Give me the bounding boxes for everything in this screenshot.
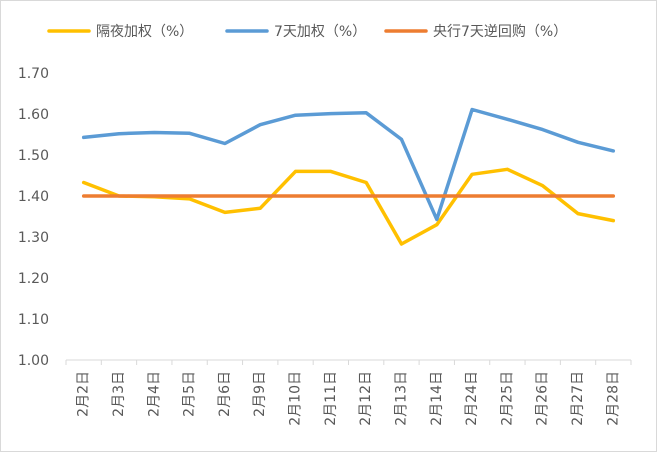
series-line-0 (81, 167, 616, 246)
x-tick-label: 2月11日 (323, 371, 339, 426)
y-tick-label: 1.10 (18, 312, 49, 328)
x-tick-label: 2月3日 (111, 371, 127, 417)
y-tick-label: 1.40 (18, 189, 49, 205)
y-tick-label: 1.30 (18, 230, 49, 246)
x-tick-label: 2月24日 (464, 371, 480, 426)
y-tick-label: 1.70 (18, 66, 49, 82)
legend-label-1: 7天加权（%） (274, 24, 366, 40)
x-tick-label: 2月12日 (358, 371, 374, 426)
y-tick-label: 1.50 (18, 148, 49, 164)
x-tick-label: 2月5日 (182, 371, 198, 417)
x-tick-label: 2月26日 (535, 371, 551, 426)
legend-label-0: 隔夜加权（%） (96, 24, 193, 40)
x-tick-label: 2月2日 (76, 371, 92, 417)
x-tick-label: 2月10日 (288, 371, 304, 426)
legend-label-2: 央行7天逆回购（%） (433, 24, 567, 40)
x-tick-label: 2月14日 (429, 371, 445, 426)
y-tick-label: 1.00 (18, 353, 49, 369)
x-tick-label: 2月4日 (146, 371, 162, 417)
x-tick-label: 2月6日 (217, 371, 233, 417)
series-line-1 (81, 107, 616, 222)
y-tick-label: 1.20 (18, 271, 49, 287)
x-tick-label: 2月25日 (499, 371, 515, 426)
y-tick-label: 1.60 (18, 107, 49, 123)
x-tick-label: 2月9日 (252, 371, 268, 417)
x-tick-label: 2月13日 (393, 371, 409, 426)
x-tick-label: 2月27日 (570, 371, 586, 426)
x-tick-label: 2月28日 (605, 371, 621, 426)
